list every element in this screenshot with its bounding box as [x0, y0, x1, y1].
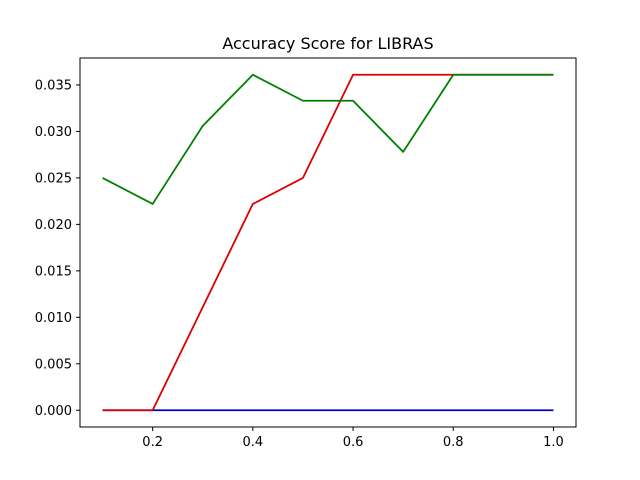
y-tick-label: 0.010	[35, 311, 72, 326]
x-tick-label: 1.0	[543, 435, 564, 450]
x-tick-label: 0.8	[443, 435, 464, 450]
y-tick-label: 0.020	[35, 218, 72, 233]
series-line-2	[102, 73, 554, 412]
x-tick-label: 0.2	[142, 435, 163, 450]
y-tick-label: 0.015	[35, 264, 72, 279]
y-tick-label: 0.035	[35, 78, 72, 93]
series-line-3	[102, 73, 554, 205]
y-axis: 0.000 0.005 0.010 0.015 0.020 0.025 0.030 0.035	[35, 78, 80, 419]
y-tick-label: 0.000	[35, 404, 72, 419]
y-tick-label: 0.005	[35, 357, 72, 372]
plot-area-frame	[79, 57, 577, 428]
y-tick-label: 0.030	[35, 125, 72, 140]
series-layer	[102, 73, 554, 412]
x-tick-label: 0.6	[343, 435, 364, 450]
chart-title: Accuracy Score for LIBRAS	[222, 34, 433, 53]
x-axis: 0.2 0.4 0.6 0.8 1.0	[142, 427, 564, 450]
y-tick-label: 0.025	[35, 171, 72, 186]
x-tick-label: 0.4	[243, 435, 264, 450]
